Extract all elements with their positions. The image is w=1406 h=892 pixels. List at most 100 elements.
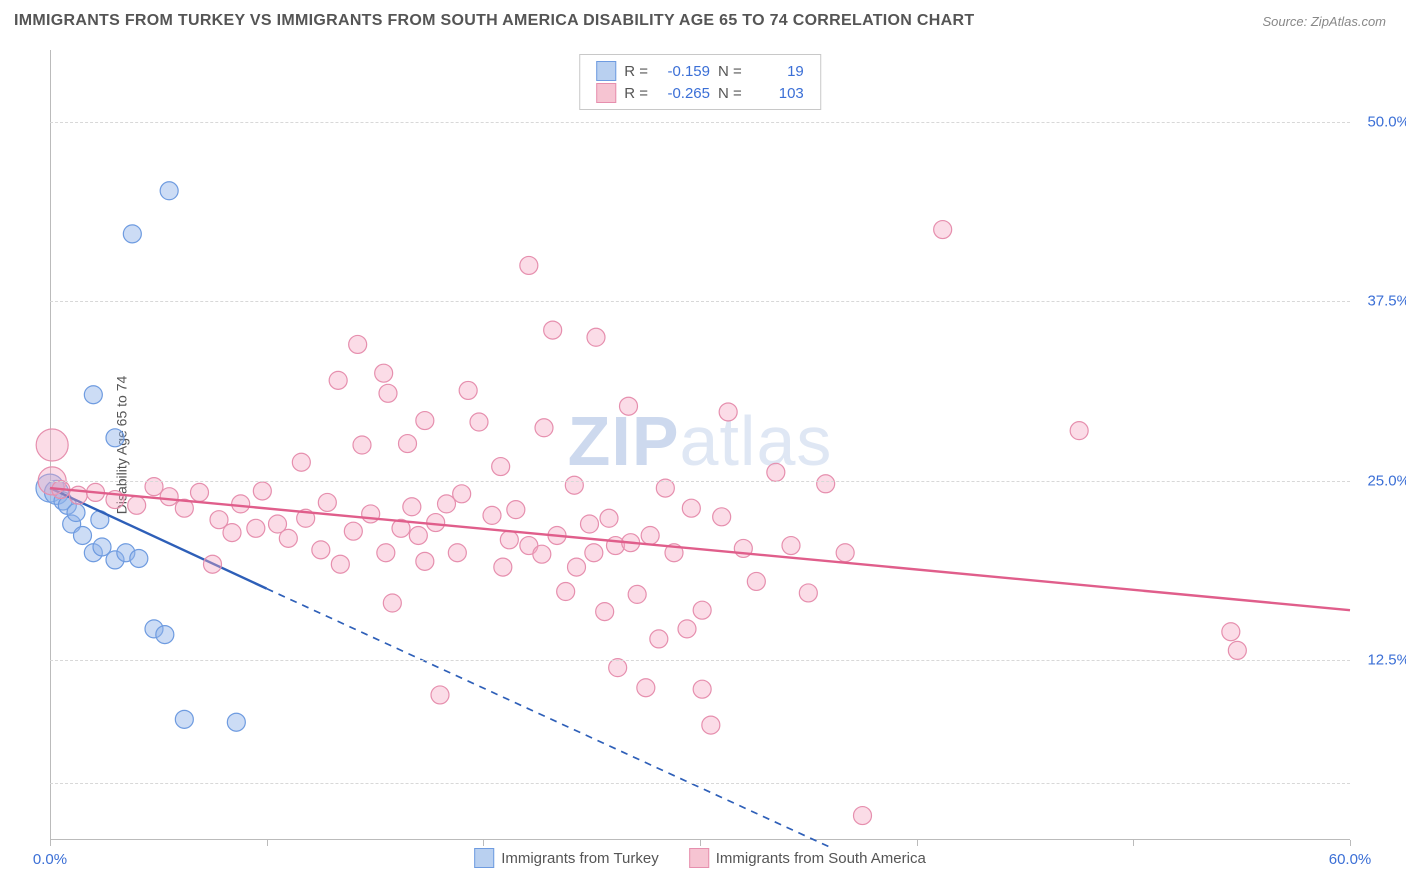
x-tick [917, 840, 918, 846]
data-point [128, 496, 146, 514]
data-point [817, 475, 835, 493]
data-point [585, 544, 603, 562]
plot-area: Disability Age 65 to 74 ZIPatlas R = -0.… [50, 50, 1350, 840]
data-point [533, 545, 551, 563]
data-point [292, 453, 310, 471]
x-tick [1350, 840, 1351, 846]
data-point [416, 552, 434, 570]
data-point [535, 419, 553, 437]
data-point [1070, 422, 1088, 440]
data-point [431, 686, 449, 704]
data-point [693, 601, 711, 619]
data-point [204, 555, 222, 573]
data-point [500, 531, 518, 549]
legend-swatch-blue [596, 61, 616, 81]
data-point [377, 544, 395, 562]
n-label: N = [718, 85, 742, 102]
data-point [67, 504, 85, 522]
data-point [318, 493, 336, 511]
data-point [409, 526, 427, 544]
data-point [492, 458, 510, 476]
data-point [403, 498, 421, 516]
data-point [600, 509, 618, 527]
data-point [349, 335, 367, 353]
scatter-svg [50, 50, 1350, 840]
data-point [453, 485, 471, 503]
legend-swatch-pink [689, 848, 709, 868]
data-point [448, 544, 466, 562]
data-point [693, 680, 711, 698]
correlation-chart: IMMIGRANTS FROM TURKEY VS IMMIGRANTS FRO… [0, 0, 1406, 892]
data-point [383, 594, 401, 612]
y-tick-label: 25.0% [1367, 472, 1406, 489]
data-point [160, 488, 178, 506]
x-tick-label: 0.0% [33, 851, 67, 868]
data-point [279, 529, 297, 547]
series-legend: Immigrants from Turkey Immigrants from S… [474, 848, 926, 868]
data-point [565, 476, 583, 494]
data-point [587, 328, 605, 346]
data-point [702, 716, 720, 734]
data-point [459, 381, 477, 399]
n-value: 103 [750, 85, 804, 102]
data-point [557, 583, 575, 601]
data-point [799, 584, 817, 602]
data-point [934, 221, 952, 239]
legend-item: Immigrants from Turkey [474, 848, 659, 868]
x-tick [1133, 840, 1134, 846]
data-point [227, 713, 245, 731]
data-point [247, 519, 265, 537]
x-tick [267, 840, 268, 846]
data-point [494, 558, 512, 576]
data-point [379, 384, 397, 402]
data-point [1222, 623, 1240, 641]
data-point [362, 505, 380, 523]
data-point [329, 371, 347, 389]
data-point [399, 435, 417, 453]
data-point [641, 526, 659, 544]
y-tick-label: 12.5% [1367, 652, 1406, 669]
data-point [36, 429, 68, 461]
data-point [130, 549, 148, 567]
legend-swatch-blue [474, 848, 494, 868]
legend-item: Immigrants from South America [689, 848, 926, 868]
stats-legend-row: R = -0.265 N = 103 [596, 82, 804, 104]
y-tick-label: 50.0% [1367, 113, 1406, 130]
legend-label: Immigrants from Turkey [501, 850, 659, 867]
n-value: 19 [750, 63, 804, 80]
data-point [682, 499, 700, 517]
data-point [520, 256, 538, 274]
r-label: R = [624, 63, 648, 80]
r-value: -0.265 [656, 85, 710, 102]
data-point [344, 522, 362, 540]
data-point [175, 710, 193, 728]
data-point [84, 386, 102, 404]
chart-title: IMMIGRANTS FROM TURKEY VS IMMIGRANTS FRO… [14, 12, 974, 30]
data-point [160, 182, 178, 200]
data-point [223, 524, 241, 542]
data-point [747, 572, 765, 590]
gridline [50, 783, 1350, 784]
data-point [620, 397, 638, 415]
n-label: N = [718, 63, 742, 80]
data-point [854, 807, 872, 825]
data-point [637, 679, 655, 697]
data-point [416, 412, 434, 430]
legend-swatch-pink [596, 83, 616, 103]
data-point [568, 558, 586, 576]
r-value: -0.159 [656, 63, 710, 80]
data-point [544, 321, 562, 339]
x-tick-label: 60.0% [1329, 851, 1372, 868]
gridline [50, 660, 1350, 661]
data-point [470, 413, 488, 431]
data-point [719, 403, 737, 421]
data-point [191, 483, 209, 501]
stats-legend: R = -0.159 N = 19 R = -0.265 N = 103 [579, 54, 821, 110]
gridline [50, 122, 1350, 123]
data-point [353, 436, 371, 454]
data-point [156, 626, 174, 644]
data-point [581, 515, 599, 533]
r-label: R = [624, 85, 648, 102]
data-point [232, 495, 250, 513]
data-point [331, 555, 349, 573]
